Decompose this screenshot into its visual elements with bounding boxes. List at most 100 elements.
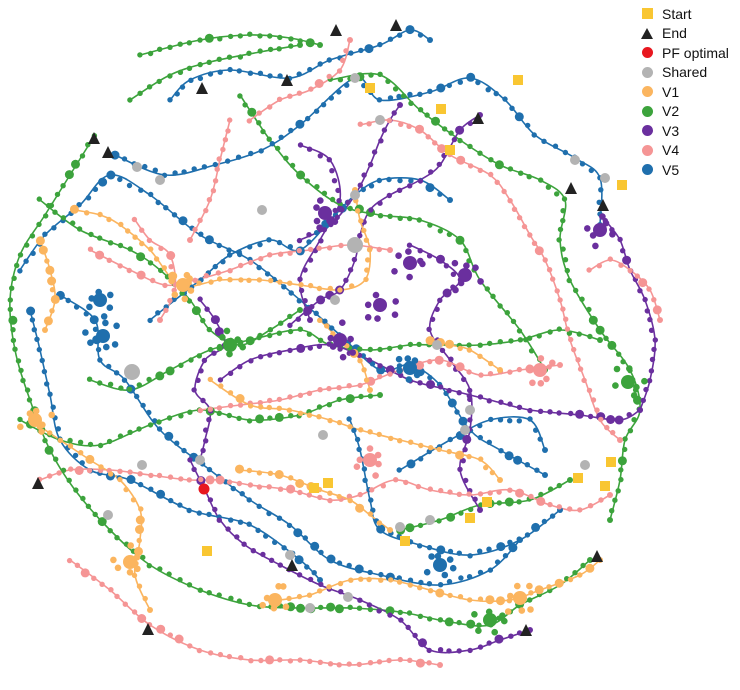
v4-stop [336, 68, 343, 74]
v4-stop [607, 492, 613, 498]
v4-stop [543, 375, 550, 383]
v1-stop [358, 427, 364, 433]
v5-stop [79, 460, 85, 466]
v3-stop [439, 347, 446, 354]
v1-stop [349, 283, 355, 289]
v3-stop [649, 356, 656, 363]
v4-stop [247, 482, 254, 488]
v1-route-3 [239, 469, 391, 531]
v4-stop [560, 306, 566, 312]
v4-stop [265, 655, 275, 665]
v1-stop [567, 576, 574, 583]
v2-stop [504, 497, 514, 507]
v2-stop [246, 50, 252, 56]
v2-stop [186, 582, 193, 588]
v4-stop [376, 659, 383, 665]
v3-stop [417, 178, 424, 184]
v2-stop [107, 240, 114, 246]
v4-stop [377, 373, 383, 380]
v4-stop [256, 484, 263, 490]
shared-node [124, 364, 140, 380]
v5-stop [387, 95, 394, 101]
v4-stop [366, 445, 374, 452]
v5-stop [39, 357, 45, 364]
v1-stop [288, 475, 294, 481]
v2-stop [484, 286, 490, 292]
v1-stop [367, 511, 374, 517]
v2-stop [557, 226, 564, 233]
v2-stop [226, 412, 232, 419]
v2-stop [641, 377, 648, 385]
v4-stop [488, 171, 494, 178]
v3-stop [364, 301, 372, 309]
v1-stop [35, 236, 45, 246]
v3-stop [386, 192, 392, 199]
v2-stop [573, 287, 579, 294]
v2-stop [560, 208, 566, 214]
v3-stop [406, 242, 413, 248]
v1-stop [57, 437, 64, 443]
v2-stop [12, 346, 18, 352]
v3-stop [537, 408, 544, 414]
v1-stop [153, 256, 160, 262]
v1-stop [336, 493, 342, 500]
v5-stop [348, 50, 354, 56]
v5-stop [257, 70, 264, 77]
v3-stop [412, 632, 418, 639]
v4-stop [516, 215, 523, 221]
v4-stop [163, 307, 169, 313]
v5-stop [458, 575, 464, 581]
v1-stop [246, 467, 253, 474]
v3-stop [392, 298, 400, 305]
v4-stop [296, 90, 303, 96]
v2-stop [267, 332, 273, 339]
v5-stop [65, 297, 71, 304]
v4-stop [366, 121, 372, 127]
v4-stop [347, 37, 353, 43]
v5-stop [446, 578, 453, 585]
v5-stop [186, 507, 192, 514]
v5-stop [368, 183, 375, 189]
v4-stop [207, 406, 213, 412]
v5-stop [198, 231, 204, 237]
v5-stop [95, 288, 102, 296]
v1-stop [337, 580, 344, 587]
v4-stop [415, 124, 424, 134]
v1-stop [132, 234, 138, 240]
v5-stop [85, 195, 92, 201]
v4-stop [546, 267, 553, 273]
v4-stop [277, 251, 284, 257]
v5-stop [177, 502, 183, 508]
v2-stop [147, 422, 154, 428]
v3-stop [287, 322, 293, 328]
v5-stop [148, 191, 154, 198]
v5-stop [111, 341, 119, 348]
v3-stop [442, 288, 452, 298]
v4-stop [494, 179, 500, 185]
v5-stop [549, 513, 556, 519]
v5-stop [295, 119, 305, 129]
v4-stop [577, 366, 584, 372]
v2-stop [554, 191, 560, 197]
v5-stop [534, 467, 540, 473]
v5-stop [172, 170, 178, 176]
v5-stop [246, 521, 252, 527]
v1-stop [317, 317, 323, 323]
v2-stop [407, 341, 414, 348]
v3-stop [507, 401, 513, 407]
v1-stop [436, 446, 442, 453]
v2-stop [266, 136, 272, 142]
v2-stop [186, 65, 193, 72]
v1-stop [47, 430, 53, 436]
v4-stop [387, 247, 393, 253]
v4-stop [357, 491, 363, 498]
v5-stop [42, 231, 48, 237]
v2-stop [227, 33, 234, 40]
v5-stop [212, 263, 218, 270]
v5-stop [404, 355, 412, 362]
v3-stop [405, 624, 411, 631]
legend-label-end: End [662, 25, 687, 42]
v5-stop [498, 448, 504, 454]
v5-stop [296, 71, 302, 77]
v3-stop [307, 257, 314, 263]
